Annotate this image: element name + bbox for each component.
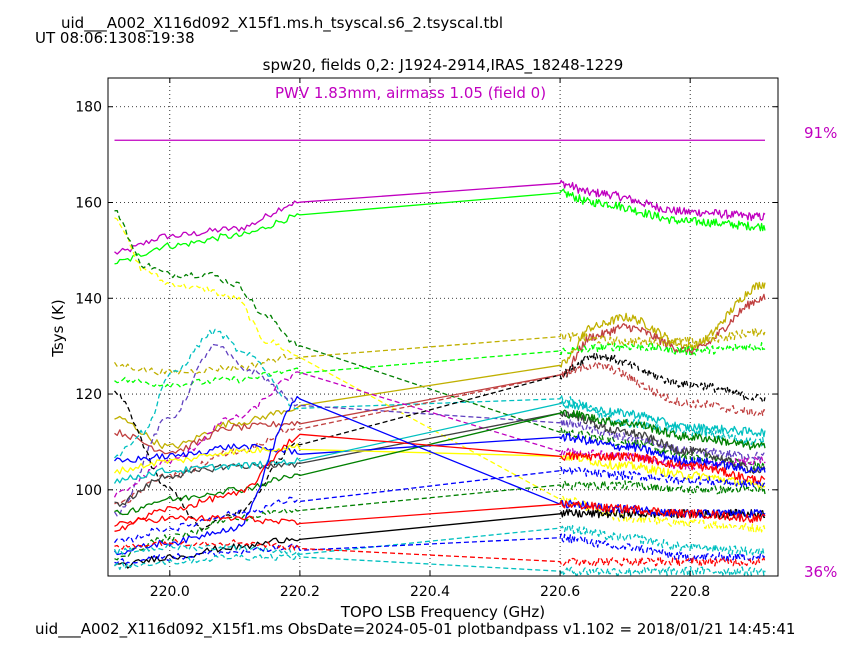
tsys-series-line bbox=[114, 281, 766, 450]
x-tick-label: 220.0 bbox=[150, 584, 190, 600]
tsys-series-line bbox=[113, 466, 766, 544]
header-title: uid___A002_X116d092_X15f1.ms.h_tsyscal.s… bbox=[61, 14, 504, 32]
tick-layer: 220.0 220.2 220.4 220.6 220.8 100 120 140 160 180 bbox=[75, 78, 778, 600]
tsys-series-line bbox=[114, 480, 766, 561]
tsys-series-line bbox=[114, 538, 766, 567]
x-axis-label: TOPO LSB Frequency (GHz) bbox=[340, 603, 545, 621]
tsys-series-line bbox=[113, 327, 766, 376]
tsys-series-line bbox=[113, 443, 766, 490]
series-layer bbox=[113, 139, 766, 576]
tsys-series-line bbox=[113, 524, 766, 556]
y-tick-label: 120 bbox=[75, 387, 102, 403]
pwv-annotation: PWV 1.83mm, airmass 1.05 (field 0) bbox=[275, 84, 546, 102]
y-tick-label: 140 bbox=[75, 291, 102, 307]
plot-frame bbox=[107, 77, 779, 577]
tsys-series-line bbox=[114, 410, 766, 507]
tsys-series-line bbox=[114, 500, 766, 527]
x-tick-label: 220.8 bbox=[670, 584, 710, 600]
tsys-series-line bbox=[113, 400, 766, 484]
y-tick-label: 100 bbox=[75, 483, 102, 499]
header-time: UT 08:06:1308:19:38 bbox=[35, 29, 195, 47]
tsys-series-line bbox=[114, 552, 766, 576]
grid-layer bbox=[108, 78, 778, 576]
tsys-series-line bbox=[114, 188, 766, 265]
x-tick-label: 220.4 bbox=[410, 584, 450, 600]
tsys-series-line bbox=[114, 409, 766, 516]
tsys-series-line bbox=[114, 293, 766, 455]
y-tick-label: 180 bbox=[75, 100, 102, 116]
tsys-series-line bbox=[114, 361, 766, 505]
x-tick-label: 220.6 bbox=[540, 584, 580, 600]
tsys-series-line bbox=[114, 342, 766, 389]
y-axis-label: Tsys (K) bbox=[49, 299, 67, 358]
tsys-series-line bbox=[114, 432, 766, 474]
transmission-top-label: 91% bbox=[804, 124, 837, 142]
tsys-series-line bbox=[114, 433, 766, 532]
tsys-series-line bbox=[113, 352, 766, 531]
transmission-bottom-label: 36% bbox=[804, 563, 837, 581]
tsys-series-line bbox=[114, 217, 766, 533]
footer-text: uid___A002_X116d092_X15f1.ms ObsDate=202… bbox=[35, 620, 796, 638]
tsys-series-line bbox=[114, 179, 766, 255]
chart-title: spw20, fields 0,2: J1924-2914,IRAS_18248… bbox=[263, 56, 624, 75]
tsys-series-line bbox=[114, 533, 766, 565]
x-tick-label: 220.2 bbox=[280, 584, 320, 600]
y-tick-label: 160 bbox=[75, 196, 102, 212]
